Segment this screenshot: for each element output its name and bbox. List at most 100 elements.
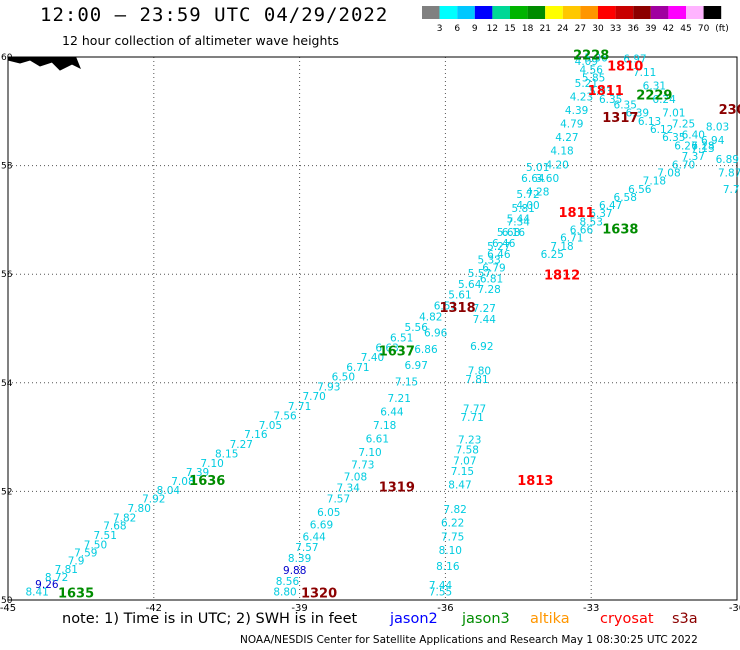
wave-height-label: 6.22 [441,518,464,530]
wave-height-label: 6.05 [317,507,340,519]
wave-height-label: 6.27 [674,140,697,152]
wave-height-label: 8.15 [215,449,238,461]
wave-height-label: 8.10 [439,545,462,557]
lat-tick-label: 60 [1,53,13,63]
scale-swatch [703,6,722,19]
pass-time-label: 1318 [439,301,475,316]
wave-height-label: 6.79 [482,262,505,274]
wave-height-label: 8.41 [25,587,48,599]
wave-height-label: 9.26 [35,579,59,591]
wave-height-label: 7.01 [662,108,685,120]
scale-label: 36 [627,24,639,34]
wave-height-label: 5.56 [405,322,429,334]
wave-height-label: 7.21 [388,393,411,405]
scale-swatch [633,6,651,19]
wave-height-label: 4.82 [419,311,442,323]
scale-label: 24 [557,24,569,34]
wave-height-label: 7.50 [84,539,107,551]
wave-height-label: 8.47 [448,480,471,492]
legend-jason2: jason2 [390,611,438,627]
scale-swatch [457,6,475,19]
lat-tick-label: 50 [1,596,13,606]
wave-height-label: 7.08 [344,472,367,484]
wave-height-label: 8.56 [276,576,300,588]
scale-swatch [527,6,546,19]
wave-height-label: 7.15 [395,377,418,389]
wave-height-label: 4.23 [570,91,593,103]
wave-height-label: 4.00 [516,200,539,212]
lon-tick-label: -36 [437,603,453,614]
legend-s3a: s3a [672,611,698,627]
wave-height-label: 6.58 [614,192,637,204]
wave-height-label: 7.16 [244,429,268,441]
wave-height-label: 7.05 [259,420,282,432]
pass-time-label: 1811 [559,206,595,221]
pass-time-label: 1319 [379,480,415,495]
pass-time-label: 1813 [517,474,553,489]
wave-height-label: 6.37 [589,208,612,220]
wave-height-label: 6.71 [560,233,583,245]
track-g: 4.09 5.85 5.936.35 [575,56,623,106]
wave-height-label: 6.44 [380,406,404,418]
wave-height-label: 6.40 [682,129,705,141]
wave-height-label: 3.60 [536,173,559,185]
map-subtitle: 12 hour collection of altimeter wave hei… [62,33,339,48]
wave-height-label: 5.06 [584,52,608,64]
wave-height-label: 7.68 [103,520,126,532]
wave-height-label: 5.85 [582,72,605,84]
wave-height-label: 7.71 [460,412,483,424]
wave-height-label: 8.39 [288,553,311,565]
wave-height-label: 7.58 [456,444,479,456]
wave-height-label: 7.10 [358,447,381,459]
wave-height-label: 8.72 [45,572,68,584]
track-e: 6.97 7.11 6.316.24 7.017.256.406.28 8.03 [623,53,729,152]
lon-tick-label: -39 [291,603,307,614]
lat-tick-label: 52 [1,487,12,497]
scale-label: 21 [539,24,550,34]
wave-height-label: 6.35 [599,94,622,106]
wave-height-label: 6.25 [541,249,564,261]
scale-swatch [668,6,686,19]
scale-label: 9 [472,24,478,34]
wave-height-label: 6.28 [691,140,714,152]
wave-height-label: 7.27 [473,303,496,315]
scale-label: 18 [522,24,534,34]
scale-swatch [580,6,598,19]
wave-height-label: 7.92 [142,493,165,505]
scale-label: 39 [645,24,657,34]
wave-height-label: 7.27 [230,439,253,451]
pass-time-label: 1320 [301,586,337,601]
wave-height-label: 7.07 [453,455,476,467]
wave-height-label: 7.15 [451,466,474,478]
wave-height-label: 6.64 [521,173,545,185]
wave-height-label: 6.50 [332,372,355,384]
wave-height-label: 4.09 [575,56,598,68]
track-d: 6.257.186.716.668.536.376.476.586.567.18… [541,135,740,261]
wave-height-label: 6.35 [662,132,685,144]
wave-height-label: 7.18 [550,241,573,253]
wave-height-label: 6.12 [650,124,673,136]
wave-height-label: 5.81 [511,203,534,215]
footer-credit: NOAA/NESDIS Center for Satellite Applica… [240,634,698,646]
wave-height-label: 6.31 [643,81,666,93]
wave-height-label: 7.82 [113,512,136,524]
lon-tick-label: -42 [146,603,162,614]
lat-tick-label: 54 [1,379,13,389]
wave-height-label: 5.33 [477,254,500,266]
scale-label: 70 [698,24,710,34]
pass-time-label: 1811 [588,84,624,99]
wave-height-label: 7.18 [643,176,666,188]
wave-height-label: 6.92 [470,341,493,353]
scale-label: 27 [575,24,586,34]
scale-swatch [439,6,458,19]
wave-height-label: 7.39 [186,467,209,479]
wave-height-label: 5.61 [448,290,471,302]
lat-tick-label: 58 [1,162,13,172]
wave-height-label: 6.13 [638,116,661,128]
lon-tick-label: -33 [583,603,599,614]
wave-height-label: 4.18 [550,146,573,158]
wave-height-label: 5.27 [487,241,510,253]
scale-label: 6 [454,24,460,34]
scale-swatch [615,6,634,19]
